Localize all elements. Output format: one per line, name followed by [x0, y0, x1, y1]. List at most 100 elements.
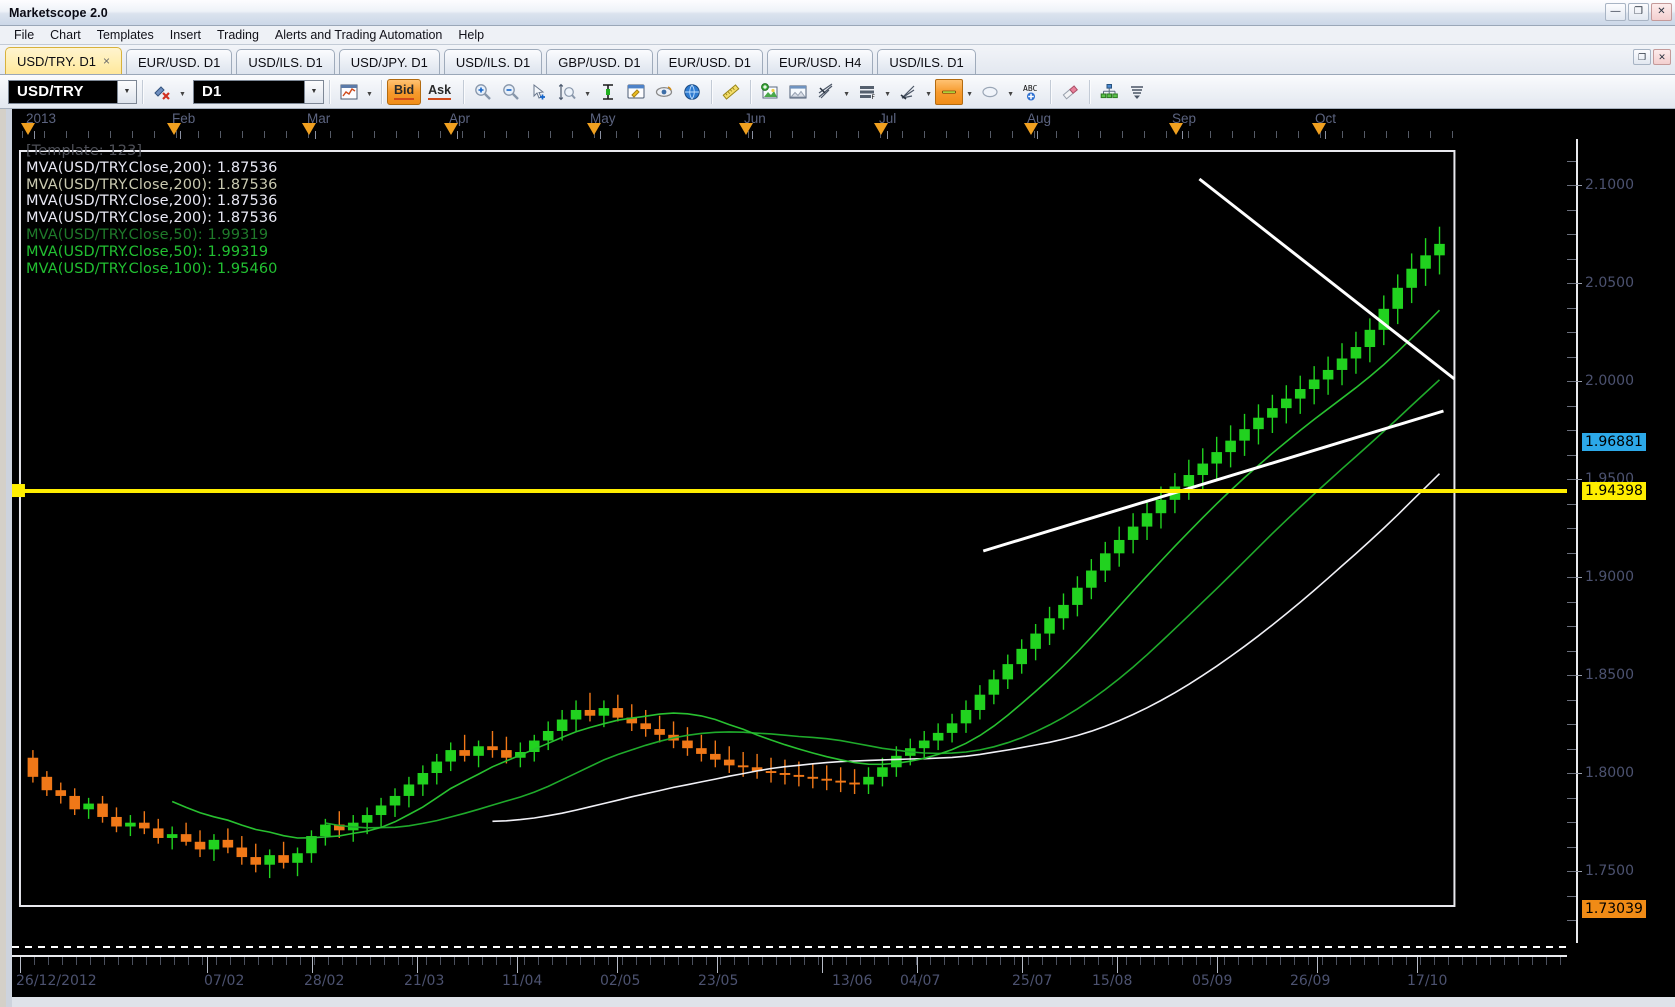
fit-dropdown-icon[interactable]: ▼ — [584, 90, 592, 98]
candle-body — [208, 839, 220, 850]
month-major-tick — [1182, 131, 1183, 139]
crosshair-icon[interactable] — [594, 79, 622, 105]
menu-item-file[interactable]: File — [14, 27, 35, 42]
horizontal-line-dropdown-icon[interactable]: ▼ — [966, 90, 974, 98]
text-label-icon[interactable]: ABC — [1017, 79, 1045, 105]
tab-eurusd-h4[interactable]: EUR/USD. H4 — [767, 49, 874, 74]
candle-body — [807, 776, 819, 779]
tree-structure-icon[interactable] — [1095, 79, 1123, 105]
tab-label: EUR/USD. H4 — [779, 54, 862, 70]
tab-usdtry-d1[interactable]: USD/TRY. D1 × — [5, 47, 123, 74]
tab-usdils-d1-3[interactable]: USD/ILS. D1 — [877, 49, 976, 74]
menu-item-help[interactable]: Help — [458, 27, 485, 42]
candle-body — [1058, 604, 1069, 619]
symbol-combo[interactable]: USD/TRY ▼ — [8, 79, 137, 104]
time-tick — [482, 957, 483, 965]
price-axis[interactable]: 2.1000 2.0500 2.0000 1.9500 1.9000 1.8500 1.80… — [1567, 139, 1675, 943]
candle-body — [292, 853, 303, 863]
fibo-levels-icon[interactable]: F — [853, 79, 881, 105]
time-tick — [1532, 957, 1533, 965]
menu-item-alerts[interactable]: Alerts and Trading Automation — [274, 27, 443, 42]
fan-lines-dropdown-icon[interactable]: ▼ — [925, 90, 933, 98]
add-image-icon[interactable] — [756, 79, 784, 105]
candle-body — [696, 748, 707, 754]
menu-item-chart[interactable]: Chart — [50, 27, 81, 42]
month-tick — [1056, 131, 1057, 138]
date-label: 28/02 — [304, 973, 345, 989]
close-button[interactable]: ✕ — [1651, 3, 1672, 21]
minimize-button[interactable]: — — [1605, 3, 1626, 21]
candle-body — [584, 709, 596, 716]
snapshot-icon[interactable] — [784, 79, 812, 105]
hide-indicators-dropdown-icon[interactable]: ▼ — [179, 90, 186, 98]
bid-button[interactable]: Bid — [387, 78, 422, 105]
tab-gbpusd-d1[interactable]: GBP/USD. D1 — [546, 49, 653, 74]
menu-item-trading[interactable]: Trading — [216, 27, 259, 42]
menu-item-insert[interactable]: Insert — [169, 27, 201, 42]
candle-body — [473, 746, 484, 756]
candle-body — [1294, 389, 1306, 399]
time-major-tick — [1022, 957, 1023, 973]
chart-type-icon[interactable] — [335, 79, 363, 105]
time-tick — [986, 957, 987, 965]
chevron-down-icon[interactable]: ▼ — [117, 80, 136, 103]
comment-icon[interactable] — [622, 79, 650, 105]
fibonacci-dropdown-icon[interactable]: ▼ — [843, 90, 851, 98]
candle-body — [821, 778, 833, 781]
horizontal-line-icon[interactable] — [935, 78, 964, 105]
maximize-button[interactable]: ❐ — [1628, 3, 1649, 21]
ellipse-icon[interactable] — [976, 79, 1004, 105]
ask-button[interactable]: Ask — [421, 79, 458, 105]
time-tick — [1378, 957, 1379, 965]
price-minor-tick — [1567, 332, 1576, 334]
current-bid-badge[interactable]: 1.96881 — [1582, 433, 1646, 452]
ruler-icon[interactable] — [717, 79, 745, 105]
time-tick-row — [12, 957, 1567, 973]
price-tick-label: 2.0500 — [1585, 275, 1634, 292]
price-minor-tick — [1567, 871, 1576, 873]
chart-area[interactable]: 2013 Feb Mar Apr May Jun Jul Aug Sep Oct… — [0, 109, 1675, 1007]
tab-eurusd-d1-2[interactable]: EUR/USD. D1 — [656, 49, 764, 74]
candlestick-plot[interactable]: [Template: 123] MVA(USD/TRY.Close,200): … — [12, 139, 1567, 943]
tab-usdils-d1-2[interactable]: USD/ILS. D1 — [443, 49, 543, 74]
time-tick — [90, 957, 91, 965]
tab-usdils-d1-1[interactable]: USD/ILS. D1 — [236, 49, 335, 74]
time-axis[interactable]: 26/12/2012 07/02 28/02 21/03 11/04 02/05 23/05… — [12, 943, 1675, 1007]
tab-usdjpy-d1[interactable]: USD/JPY. D1 — [338, 49, 440, 74]
time-major-tick — [207, 957, 208, 973]
menu-item-templates[interactable]: Templates — [96, 27, 154, 42]
zoom-out-icon[interactable] — [497, 79, 525, 105]
fit-vertical-icon[interactable] — [553, 79, 581, 105]
hide-indicators-icon[interactable] — [148, 79, 176, 105]
time-major-tick — [517, 957, 518, 973]
horizontal-line-price-badge[interactable]: 1.94398 — [1582, 482, 1646, 501]
globe-icon[interactable] — [678, 79, 706, 105]
tab-close-icon[interactable]: × — [103, 54, 111, 68]
time-tick — [1490, 957, 1491, 965]
chevron-down-icon[interactable]: ▼ — [304, 80, 323, 103]
zoom-in-icon[interactable] — [469, 79, 497, 105]
time-major-tick — [717, 957, 718, 973]
list-menu-icon[interactable] — [1123, 79, 1151, 105]
price-minor-tick — [1567, 381, 1576, 383]
lower-bound-price-badge[interactable]: 1.73039 — [1582, 900, 1646, 919]
period-combo[interactable]: D1 ▼ — [193, 79, 324, 104]
month-tick-row — [12, 131, 1675, 139]
chart-type-dropdown-icon[interactable]: ▼ — [366, 90, 373, 98]
fan-lines-icon[interactable] — [894, 79, 922, 105]
price-minor-tick — [1567, 699, 1576, 701]
price-minor-tick — [1567, 552, 1576, 554]
tab-eurusd-d1-1[interactable]: EUR/USD. D1 — [126, 49, 233, 74]
tab-close-button[interactable]: ✕ — [1653, 49, 1671, 65]
fibo-levels-dropdown-icon[interactable]: ▼ — [884, 90, 892, 98]
pointer-zoom-icon[interactable] — [525, 79, 553, 105]
candle-body — [626, 717, 638, 724]
eraser-icon[interactable] — [1056, 79, 1084, 105]
date-label: 13/06 — [832, 973, 873, 989]
show-hide-icon[interactable] — [650, 79, 678, 105]
candle-body — [751, 767, 763, 772]
ellipse-dropdown-icon[interactable]: ▼ — [1007, 90, 1015, 98]
tab-restore-button[interactable]: ❐ — [1633, 49, 1651, 65]
fibonacci-icon[interactable] — [812, 79, 840, 105]
menubar: File Chart Templates Insert Trading Aler… — [0, 26, 1675, 45]
